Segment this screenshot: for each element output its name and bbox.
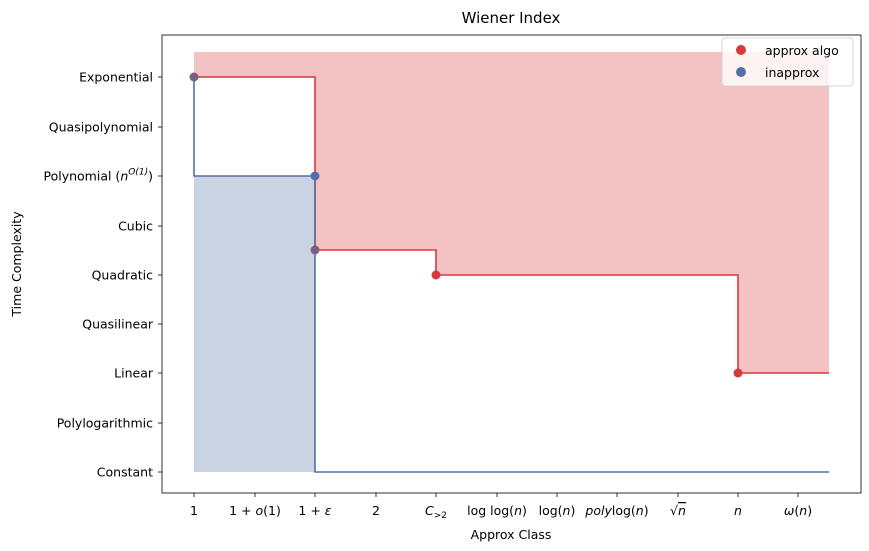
approx-algo-fill bbox=[194, 52, 829, 373]
x-tick-label: 1 bbox=[190, 503, 198, 518]
legend-label-inapprox: inapprox bbox=[765, 65, 819, 80]
marker-approx-1eps bbox=[310, 245, 320, 255]
x-axis-title: Approx Class bbox=[471, 527, 552, 542]
y-tick-label: Quadratic bbox=[92, 268, 154, 283]
y-tick-label: Exponential bbox=[79, 70, 153, 85]
y-tick-label: Constant bbox=[97, 465, 153, 480]
x-tick-label: n bbox=[734, 503, 742, 518]
y-axis-ticks: Constant Polylogarithmic Linear Quasilinear… bbox=[44, 70, 162, 480]
y-axis-title: Time Complexity bbox=[9, 211, 24, 318]
inapprox-fill bbox=[194, 176, 315, 472]
x-tick-label: 1 + ε bbox=[298, 503, 331, 518]
approx-algo-line bbox=[194, 76, 829, 374]
x-tick-label: log(n) bbox=[539, 503, 576, 518]
plot-frame bbox=[161, 34, 862, 494]
legend-label-approx-algo: approx algo bbox=[765, 43, 839, 58]
legend-marker-inapprox bbox=[736, 67, 746, 77]
x-tick-label: √n bbox=[670, 503, 686, 518]
y-tick-label: Polylogarithmic bbox=[57, 416, 153, 431]
y-tick-label: Cubic bbox=[118, 219, 153, 234]
legend-marker-approx-algo bbox=[736, 45, 746, 55]
y-tick-label: Quasipolynomial bbox=[49, 120, 153, 135]
fill-regions bbox=[194, 52, 829, 472]
y-tick-label: Quasilinear bbox=[82, 317, 154, 332]
marker-approx-n-linear bbox=[733, 368, 743, 378]
legend-box bbox=[721, 37, 854, 87]
y-tick-label: Linear bbox=[114, 366, 154, 381]
x-tick-label: ω(n) bbox=[784, 503, 812, 518]
marker-overlap-1-exponential bbox=[189, 72, 199, 82]
x-tick-label: 1 + o(1) bbox=[229, 503, 281, 518]
legend: approx algo inapprox bbox=[721, 37, 854, 87]
x-tick-label: polylog(n) bbox=[584, 503, 648, 518]
marker-inapprox-1eps-polynomial bbox=[310, 171, 320, 181]
x-tick-label: C>2 bbox=[425, 503, 447, 521]
x-tick-label: log log(n) bbox=[467, 503, 527, 518]
marker-approx-c2-quadratic bbox=[431, 270, 441, 280]
chart-title: Wiener Index bbox=[462, 9, 561, 27]
x-axis-ticks: 1 1 + o(1) 1 + ε 2 C>2 log log(n) log(n) polylo… bbox=[190, 493, 812, 521]
y-tick-label: Polynomial (nO(1)) bbox=[44, 168, 154, 184]
series-markers bbox=[189, 72, 743, 378]
x-tick-label: 2 bbox=[372, 503, 380, 518]
